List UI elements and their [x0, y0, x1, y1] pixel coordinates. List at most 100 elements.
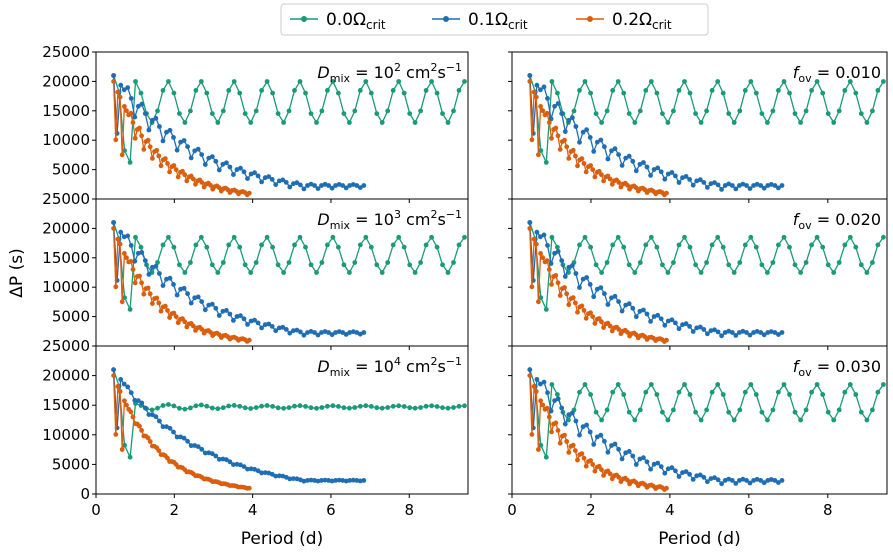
- data-point: [612, 293, 618, 299]
- data-point: [330, 403, 336, 409]
- data-point: [577, 432, 582, 438]
- data-point: [171, 429, 176, 435]
- data-point: [193, 88, 199, 93]
- data-point: [609, 181, 615, 187]
- data-point: [599, 270, 604, 275]
- data-point: [538, 251, 543, 256]
- data-point: [132, 258, 138, 264]
- data-point: [555, 90, 560, 96]
- data-point: [241, 169, 247, 175]
- x-tick-label: 0: [91, 501, 101, 519]
- data-point: [171, 310, 177, 316]
- data-point: [182, 270, 188, 275]
- data-point: [385, 260, 391, 265]
- data-point: [283, 180, 289, 185]
- data-point: [445, 405, 451, 411]
- data-point: [662, 176, 668, 182]
- data-point: [132, 397, 138, 403]
- data-point: [319, 405, 325, 410]
- data-point: [655, 312, 661, 318]
- data-point: [160, 283, 166, 288]
- data-point: [881, 382, 886, 387]
- series-0.2: [527, 373, 669, 492]
- series-0.2: [111, 373, 252, 491]
- data-point: [160, 403, 166, 408]
- data-point: [326, 330, 331, 335]
- data-point: [787, 392, 792, 397]
- data-point: [742, 242, 748, 248]
- data-point: [698, 270, 704, 275]
- data-point: [451, 260, 456, 265]
- series-line: [112, 222, 365, 337]
- panel-annotation: fov = 0.030: [793, 357, 881, 379]
- data-point: [555, 133, 561, 139]
- data-point: [297, 403, 303, 409]
- data-point: [298, 182, 303, 188]
- data-point: [654, 244, 660, 250]
- data-point: [664, 485, 669, 491]
- data-point: [658, 169, 664, 175]
- data-point: [619, 308, 625, 314]
- data-point: [440, 111, 445, 116]
- data-point: [198, 234, 204, 240]
- series-0.1: [527, 220, 785, 339]
- data-point: [682, 382, 687, 387]
- data-point: [726, 111, 732, 116]
- data-point: [543, 307, 549, 312]
- x-tick-label: 0: [507, 501, 517, 519]
- data-point: [770, 407, 776, 413]
- data-point: [440, 405, 445, 411]
- data-point: [687, 177, 692, 182]
- data-point: [138, 244, 144, 250]
- data-point: [379, 270, 385, 275]
- data-point: [540, 108, 546, 114]
- data-point: [737, 407, 743, 413]
- data-point: [664, 190, 669, 196]
- data-point: [150, 117, 155, 123]
- data-point: [264, 403, 270, 408]
- data-point: [715, 477, 721, 483]
- data-point: [776, 480, 781, 485]
- data-point: [325, 88, 330, 93]
- data-point: [665, 120, 671, 125]
- data-point: [185, 291, 191, 297]
- data-point: [875, 242, 881, 248]
- data-point: [573, 448, 578, 453]
- data-point: [665, 417, 671, 423]
- data-point: [241, 316, 247, 322]
- x-tick-label: 4: [665, 501, 675, 519]
- data-point: [147, 144, 153, 150]
- data-point: [740, 476, 746, 482]
- data-point: [135, 398, 141, 403]
- data-point: [127, 160, 133, 165]
- data-point: [133, 234, 138, 240]
- data-point: [552, 103, 557, 109]
- series-0.2: [527, 226, 669, 344]
- data-point: [264, 234, 270, 240]
- data-point: [276, 473, 282, 479]
- data-point: [765, 120, 770, 125]
- data-point: [227, 164, 233, 170]
- data-point: [209, 111, 215, 116]
- data-point: [147, 291, 153, 297]
- data-point: [651, 314, 657, 319]
- data-point: [744, 478, 749, 483]
- data-point: [121, 87, 127, 93]
- data-point: [726, 181, 732, 187]
- data-point: [259, 179, 264, 185]
- data-point: [292, 88, 297, 93]
- data-point: [875, 389, 881, 395]
- data-point: [587, 282, 593, 287]
- data-point: [601, 178, 606, 184]
- data-point: [341, 111, 347, 116]
- data-point: [336, 477, 342, 483]
- data-point: [610, 389, 616, 395]
- data-point: [781, 234, 787, 240]
- data-point: [527, 367, 533, 373]
- data-point: [648, 466, 653, 472]
- series-line: [112, 75, 466, 163]
- data-point: [137, 273, 142, 279]
- data-point: [423, 403, 429, 409]
- data-point: [626, 111, 632, 116]
- y-tick-label: 10000: [42, 426, 90, 444]
